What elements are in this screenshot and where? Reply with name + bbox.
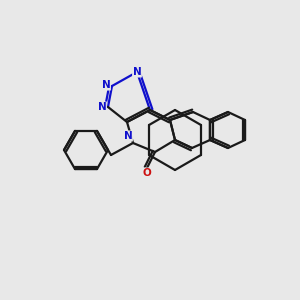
Text: N: N [133,67,141,77]
Text: O: O [142,168,152,178]
Text: N: N [102,80,110,90]
Text: N: N [98,102,106,112]
Text: N: N [124,131,132,141]
